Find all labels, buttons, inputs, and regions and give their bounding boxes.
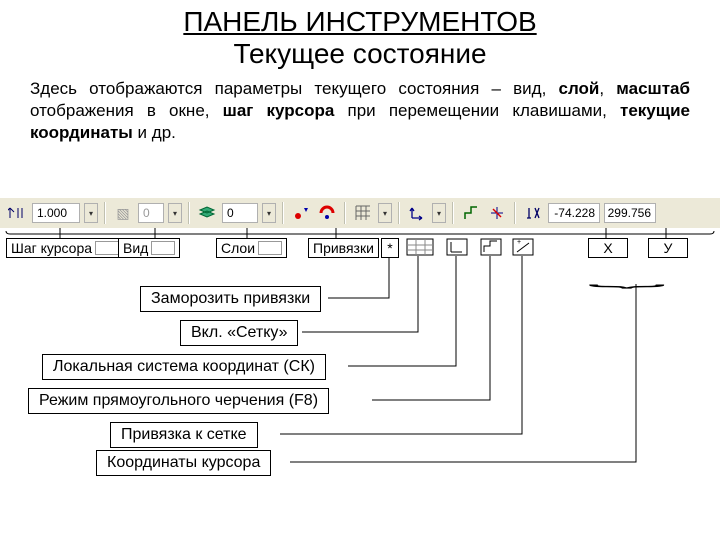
description-text: Здесь отображаются параметры текущего со… (0, 78, 720, 144)
grid-icon[interactable] (352, 202, 374, 224)
mini-lcs-icon (446, 238, 468, 259)
callout-layer: Слои (216, 238, 287, 258)
callout-y: У (648, 238, 688, 258)
step-dropdown[interactable]: ▾ (84, 203, 98, 223)
mini-snapgrid-icon: + (512, 238, 534, 259)
callout-step: Шаг курсора (6, 238, 124, 258)
callout-x: Х (588, 238, 628, 258)
mini-ortho-icon (480, 238, 502, 259)
expl-snap-grid: Привязка к сетке (110, 422, 258, 448)
step-icon[interactable] (6, 202, 28, 224)
view-field[interactable]: 0 (138, 203, 164, 223)
current-state-toolbar: 1.000 ▾ ▧ 0 ▾ 0 ▾ ▾ ▾ -74.228 299.756 (0, 198, 720, 228)
callout-snap: Привязки (308, 238, 379, 258)
expl-ortho: Режим прямоугольного черчения (F8) (28, 388, 329, 414)
view-dropdown[interactable]: ▾ (168, 203, 182, 223)
expl-freeze: Заморозить привязки (140, 286, 321, 312)
lcs-icon[interactable] (406, 202, 428, 224)
page-subtitle: Текущее состояние (0, 38, 720, 70)
expl-lcs: Локальная система координат (СК) (42, 354, 326, 380)
page-title: ПАНЕЛЬ ИНСТРУМЕНТОВ (0, 6, 720, 38)
grid-dropdown[interactable]: ▾ (378, 203, 392, 223)
snap-settings-icon[interactable] (290, 202, 312, 224)
lcs-dropdown[interactable]: ▾ (432, 203, 446, 223)
ortho-icon[interactable] (460, 202, 482, 224)
coord-x-field[interactable]: -74.228 (548, 203, 600, 223)
layer-icon[interactable] (196, 202, 218, 224)
freeze-snap-icon[interactable] (316, 202, 338, 224)
step-field[interactable]: 1.000 (32, 203, 80, 223)
expl-cursor-coords: Координаты курсора (96, 450, 271, 476)
svg-text:+: + (517, 239, 521, 246)
layer-dropdown[interactable]: ▾ (262, 203, 276, 223)
snap-to-grid-icon[interactable] (486, 202, 508, 224)
brace-icon: ⏟ (588, 267, 666, 289)
layer-field[interactable]: 0 (222, 203, 258, 223)
callout-view: Вид (118, 238, 180, 258)
cursor-coords-icon[interactable] (522, 202, 544, 224)
callout-star: * (381, 238, 399, 258)
mini-grid-icon (406, 238, 434, 259)
coord-y-field[interactable]: 299.756 (604, 203, 656, 223)
expl-grid: Вкл. «Сетку» (180, 320, 298, 346)
view-icon[interactable]: ▧ (112, 202, 134, 224)
